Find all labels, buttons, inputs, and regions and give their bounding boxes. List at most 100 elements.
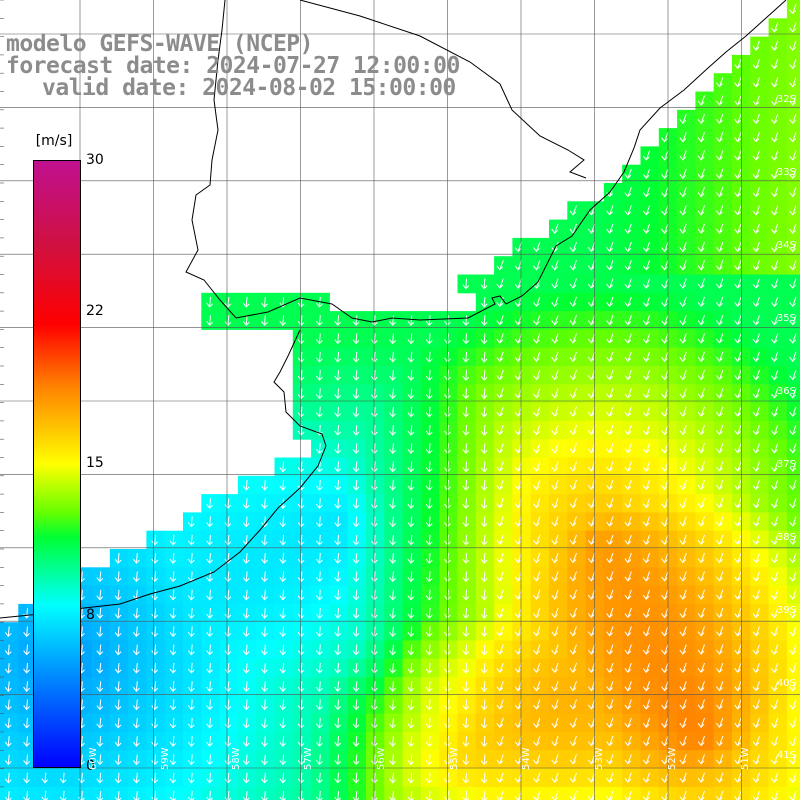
wind-arrow [245, 772, 248, 783]
wind-arrow [428, 425, 431, 436]
wind-arrow-head [789, 320, 796, 326]
wind-arrow-head [114, 760, 122, 766]
wind-arrow [499, 699, 504, 710]
wind-arrow-head [297, 686, 305, 692]
wind-arrow [554, 516, 559, 527]
speed-cell [695, 732, 715, 751]
speed-cell [366, 658, 385, 678]
wind-arrow-head [569, 649, 577, 655]
wind-arrow-head [624, 375, 632, 381]
wind-arrow-head [770, 247, 778, 253]
wind-arrow [609, 607, 614, 618]
wind-arrow [645, 534, 651, 545]
speed-cell [384, 366, 404, 385]
wind-arrow-head [569, 448, 577, 454]
wind-arrow [718, 77, 724, 87]
speed-cell [585, 549, 605, 568]
wind-arrow-head [533, 686, 540, 692]
wind-arrow [373, 333, 376, 344]
wind-arrow-head [734, 173, 742, 179]
wind-arrow-head [114, 650, 122, 656]
wind-arrow-head [679, 430, 687, 436]
speed-cell [347, 658, 367, 678]
speed-cell [713, 366, 733, 385]
wind-arrow-head [297, 503, 305, 509]
wind-arrow [172, 754, 175, 765]
wind-arrow [737, 351, 742, 362]
wind-arrow-head [462, 394, 470, 400]
wind-arrow [737, 534, 742, 545]
wind-arrow [700, 315, 705, 325]
wind-arrow-head [624, 539, 632, 545]
wind-arrow [755, 772, 760, 783]
wind-arrow [227, 498, 230, 509]
speed-cell [0, 677, 19, 696]
wind-arrow-head [187, 760, 195, 766]
speed-cell [677, 329, 696, 349]
lat-label: 38S [776, 532, 796, 543]
speed-cell [18, 677, 38, 696]
wind-arrow-head [462, 449, 470, 455]
wind-arrow-head [533, 302, 540, 308]
wind-arrow-head [96, 613, 104, 619]
wind-arrow [700, 754, 705, 764]
wind-arrow [227, 296, 230, 307]
speed-cell [677, 622, 696, 641]
wind-arrow [792, 626, 797, 636]
speed-cell [91, 750, 111, 770]
speed-cell [768, 18, 788, 38]
speed-cell [512, 237, 532, 257]
wind-arrow-head [697, 722, 705, 728]
wind-arrow-head [734, 759, 742, 765]
speed-cell [457, 274, 477, 294]
wind-arrow [627, 278, 632, 289]
speed-cell [292, 640, 312, 660]
wind-arrow [664, 132, 669, 142]
wind-arrow-head [334, 632, 342, 638]
speed-cell [567, 366, 587, 385]
wind-arrow-head [151, 723, 159, 729]
wind-arrow [392, 534, 394, 545]
wind-arrow-head [661, 247, 668, 253]
wind-arrow [718, 406, 724, 417]
wind-arrow [282, 571, 285, 582]
wind-arrow-head [96, 686, 104, 692]
wind-arrow [300, 662, 303, 673]
speed-cell [402, 439, 422, 458]
wind-arrow [172, 662, 175, 673]
speed-cell [512, 384, 532, 404]
wind-arrow-head [569, 722, 577, 728]
speed-cell [54, 768, 74, 788]
speed-cell [530, 347, 550, 367]
speed-cell [18, 695, 38, 715]
wind-arrow-head [187, 705, 195, 711]
wind-arrow [172, 644, 175, 655]
speed-cell [713, 274, 733, 294]
speed-cell [603, 640, 623, 660]
wind-arrow [264, 699, 266, 710]
wind-arrow [337, 534, 340, 545]
wind-arrow [499, 717, 504, 728]
wind-arrow-head [514, 503, 522, 509]
speed-cell [695, 128, 715, 147]
wind-arrow [337, 626, 340, 637]
wind-arrow-head [462, 320, 470, 326]
wind-arrow-head [734, 722, 742, 728]
wind-arrow [355, 516, 358, 527]
speed-cell [311, 366, 330, 385]
speed-cell [237, 311, 257, 330]
wind-arrow [465, 479, 468, 490]
speed-cell [347, 622, 367, 641]
wind-arrow [337, 498, 340, 509]
wind-arrow [609, 333, 614, 344]
wind-arrow-head [587, 631, 595, 637]
wind-arrow-head [789, 9, 796, 15]
speed-cell [274, 475, 294, 495]
speed-cell [347, 439, 367, 458]
wind-arrow-head [661, 155, 668, 161]
wind-arrow-head [224, 558, 232, 564]
wind-arrow-head [407, 485, 415, 491]
speed-cell [677, 512, 696, 532]
speed-cell [384, 384, 404, 404]
speed-cell [713, 237, 733, 257]
